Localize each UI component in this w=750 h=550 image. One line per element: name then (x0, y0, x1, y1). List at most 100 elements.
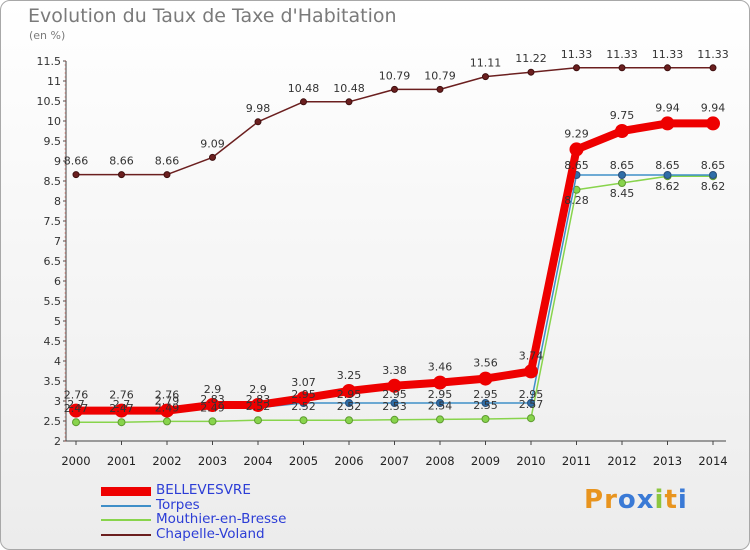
y-tick-label: 5.5 (44, 295, 62, 308)
data-label: 2.76 (64, 389, 89, 402)
y-tick-label: 3 (54, 395, 61, 408)
data-point (118, 171, 125, 179)
x-tick-label: 2003 (198, 454, 227, 468)
data-point (72, 171, 80, 179)
data-label: 2.47 (109, 402, 134, 415)
data-label: 2.49 (155, 401, 180, 414)
data-label: 2.83 (246, 393, 271, 406)
data-label: 2.49 (200, 401, 225, 414)
data-point (117, 418, 126, 427)
y-tick-label: 7 (54, 235, 61, 248)
data-point (342, 384, 356, 398)
data-label: 9.94 (655, 101, 680, 114)
legend-label: BELLEVESVRE (156, 482, 251, 498)
data-label: 10.48 (288, 82, 320, 95)
brand-letter: o (617, 485, 637, 515)
data-label: 8.45 (610, 187, 635, 200)
data-label: 2.79 (155, 394, 180, 407)
brand-letter: r (604, 485, 618, 515)
data-label: 8.62 (701, 180, 726, 193)
data-point (663, 171, 672, 179)
legend-label: Mouthier-en-Bresse (156, 511, 287, 527)
data-point (254, 416, 262, 425)
data-point (706, 116, 720, 131)
data-point (299, 416, 308, 425)
data-point (618, 64, 626, 72)
data-point (615, 124, 629, 138)
data-point (436, 415, 444, 424)
data-point (300, 98, 307, 106)
y-tick-label: 4.5 (44, 335, 62, 348)
data-label: 2.57 (519, 398, 544, 411)
data-label: 11.33 (697, 48, 729, 61)
data-label: 2.54 (428, 399, 453, 412)
unit-label: (en %) (29, 29, 66, 42)
data-label: 3.56 (473, 357, 498, 370)
legend-label: Chapelle-Voland (156, 525, 265, 542)
legend-label: Torpes (156, 496, 200, 513)
data-point (618, 179, 626, 187)
x-tick-label: 2005 (289, 454, 318, 468)
y-tick-label: 9.5 (44, 135, 62, 148)
data-label: 2.95 (473, 388, 498, 401)
brand-letter: i (654, 485, 665, 515)
data-label: 8.65 (655, 159, 680, 172)
data-label: 2.9 (204, 383, 222, 396)
data-point (387, 378, 402, 393)
data-point (205, 398, 220, 412)
y-tick-label: 4 (54, 355, 61, 368)
data-point (660, 116, 675, 131)
data-point (573, 64, 580, 72)
data-label: 9.09 (200, 137, 225, 150)
y-tick-label: 6.5 (44, 255, 62, 268)
data-label: 8.65 (610, 159, 635, 172)
data-point (527, 399, 535, 407)
data-point (114, 403, 129, 418)
y-tick-label: 2 (54, 435, 61, 448)
brand-letter: t (664, 485, 678, 515)
data-point (664, 64, 671, 72)
data-label: 2.53 (382, 400, 407, 413)
y-tick-label: 11 (47, 75, 61, 88)
legend-swatch (101, 487, 151, 496)
data-label: 11.33 (652, 48, 684, 61)
data-label: 8.65 (564, 159, 589, 172)
data-point (390, 415, 399, 424)
data-label: 2.95 (519, 388, 544, 401)
data-point (345, 399, 353, 407)
y-tick-label: 8.5 (44, 175, 62, 188)
data-label: 8.66 (155, 155, 180, 168)
data-label: 3.07 (291, 376, 316, 389)
y-tick-label: 10 (47, 115, 61, 128)
data-point (69, 403, 83, 418)
data-point (433, 375, 447, 390)
x-tick-label: 2001 (107, 454, 136, 468)
y-tick-label: 6 (54, 275, 61, 288)
data-point (569, 142, 584, 157)
data-label: 10.79 (379, 69, 411, 82)
x-tick-label: 2009 (471, 454, 500, 468)
data-point (251, 398, 265, 412)
brand-letter: P (584, 485, 605, 515)
data-label: 2.9 (249, 383, 267, 396)
x-tick-label: 2012 (607, 454, 636, 468)
data-point (709, 171, 717, 179)
data-point (482, 73, 489, 81)
data-point (481, 399, 490, 407)
x-tick-label: 2002 (152, 454, 181, 468)
legend-swatch (101, 533, 151, 536)
data-label: 8.66 (109, 155, 134, 168)
x-tick-label: 2014 (698, 454, 727, 468)
data-label: 2.95 (382, 388, 407, 401)
data-point (296, 391, 311, 406)
x-tick-label: 2010 (516, 454, 545, 468)
chart-title: Evolution du Taux de Taxe d'Habitation (28, 5, 397, 27)
y-tick-label: 3.5 (44, 375, 62, 388)
data-label: 9.98 (246, 102, 271, 115)
data-label: 2.7 (67, 398, 85, 411)
series-line-1 (75, 174, 714, 414)
x-tick-label: 2000 (61, 454, 90, 468)
brand-logo: Proxiti (584, 485, 688, 515)
y-tick-label: 10.5 (37, 95, 62, 108)
data-point (160, 403, 174, 418)
